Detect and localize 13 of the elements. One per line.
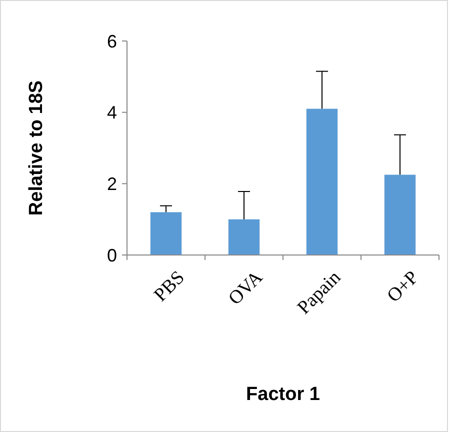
bar [306, 108, 338, 255]
x-tick-label: PBS [150, 267, 189, 306]
y-tick-label: 0 [106, 245, 117, 266]
y-tick-label: 6 [106, 31, 117, 52]
y-tick-label: 2 [106, 174, 117, 194]
x-axis-title: Factor 1 [246, 384, 320, 405]
x-tick-label: O+P [383, 267, 423, 307]
x-tick-label: OVA [224, 266, 268, 310]
bar [384, 174, 416, 255]
bar [228, 219, 260, 255]
y-axis-title: Relative to 18S [26, 80, 47, 216]
bar [150, 212, 182, 255]
y-tick-label: 4 [106, 102, 117, 123]
